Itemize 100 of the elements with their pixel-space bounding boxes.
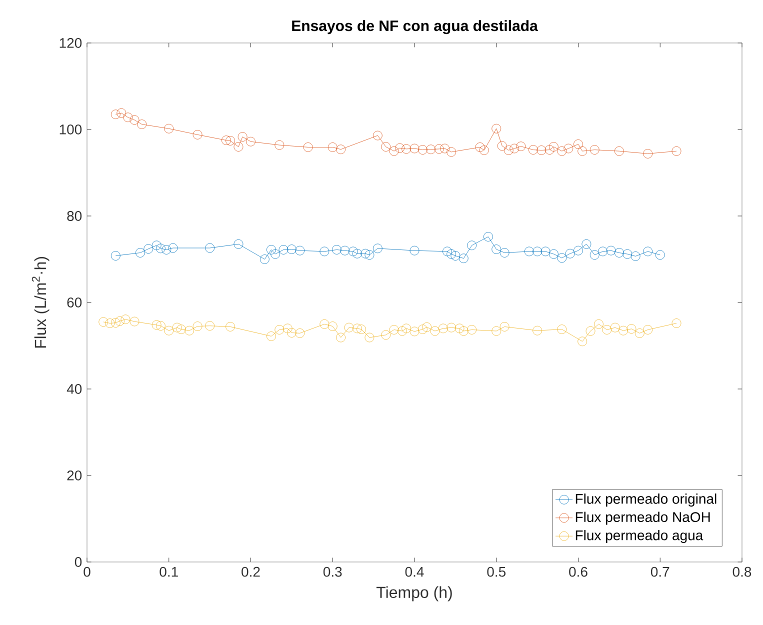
- point: [454, 324, 464, 334]
- point: [586, 326, 596, 336]
- point: [266, 332, 276, 341]
- point: [364, 332, 374, 342]
- point: [274, 325, 284, 334]
- point: [356, 324, 366, 334]
- point: [152, 240, 162, 250]
- point: [184, 326, 194, 336]
- point: [610, 322, 620, 332]
- point: [557, 253, 567, 263]
- point: [590, 145, 600, 155]
- point: [156, 321, 166, 331]
- point: [497, 141, 507, 151]
- point: [492, 326, 502, 336]
- x-tick-label: 0.2: [242, 566, 260, 577]
- point: [483, 232, 493, 242]
- point: [286, 328, 296, 338]
- point: [602, 325, 612, 334]
- point: [582, 239, 592, 249]
- point: [332, 245, 342, 254]
- point: [192, 322, 202, 331]
- point: [295, 328, 305, 338]
- y-tick-label: 0: [74, 557, 82, 567]
- point: [492, 124, 502, 134]
- point: [352, 248, 362, 258]
- point: [221, 136, 231, 145]
- point: [226, 322, 235, 332]
- point: [192, 130, 202, 140]
- point: [598, 246, 608, 256]
- point: [540, 246, 550, 256]
- legend-label: Flux permeado original: [576, 494, 716, 507]
- point: [274, 140, 284, 150]
- point: [594, 319, 604, 329]
- point: [618, 326, 628, 336]
- x-tick-label: 0.6: [569, 566, 588, 577]
- point: [446, 322, 456, 332]
- x-axis-title: Tiempo (h): [376, 586, 452, 602]
- point: [398, 326, 407, 336]
- point: [655, 250, 665, 260]
- legend-label: Flux permeado NaOH: [576, 512, 710, 525]
- y-tick-label: 100: [60, 124, 82, 134]
- point: [479, 146, 489, 155]
- point: [340, 246, 350, 256]
- point: [510, 144, 520, 154]
- point: [381, 330, 391, 340]
- point: [360, 248, 370, 258]
- point: [110, 251, 120, 260]
- point: [381, 142, 391, 152]
- y-tick-label: 20: [67, 470, 82, 480]
- point: [372, 244, 382, 254]
- point: [162, 245, 172, 254]
- x-tick-label: 0: [84, 566, 90, 577]
- y-tick-label: 120: [60, 38, 82, 48]
- point: [164, 326, 174, 336]
- point: [574, 246, 583, 256]
- x-tick-label: 0.1: [160, 566, 178, 577]
- point: [500, 322, 510, 332]
- point: [442, 246, 452, 256]
- point: [130, 115, 140, 125]
- point: [410, 246, 420, 256]
- y-tick-label: 60: [67, 298, 82, 308]
- point: [120, 314, 130, 324]
- point: [110, 318, 120, 328]
- point: [246, 136, 256, 146]
- point: [344, 322, 354, 332]
- point: [110, 110, 120, 120]
- point: [458, 326, 468, 336]
- point: [426, 144, 436, 154]
- point: [622, 249, 632, 259]
- point: [544, 145, 554, 155]
- point: [590, 250, 600, 260]
- chart-title: Ensayos de NF con agua destilada: [292, 20, 538, 34]
- point: [548, 249, 558, 259]
- point: [516, 142, 526, 152]
- point: [144, 244, 154, 254]
- x-tick-label: 0.8: [732, 566, 752, 577]
- point: [418, 324, 428, 334]
- x-tick-label: 0.3: [323, 566, 342, 577]
- point: [634, 328, 644, 338]
- y-axis-title: Flux (L/m$^{2}$·h): [32, 256, 50, 348]
- point: [98, 317, 108, 327]
- point: [348, 246, 358, 256]
- point: [410, 326, 420, 336]
- point: [389, 325, 399, 334]
- point: [492, 244, 502, 254]
- point: [626, 324, 636, 334]
- point: [557, 324, 567, 334]
- point: [336, 144, 346, 154]
- point: [282, 324, 292, 334]
- point: [643, 246, 653, 256]
- point: [410, 144, 420, 154]
- point: [614, 146, 624, 156]
- point: [430, 326, 440, 336]
- point: [574, 139, 583, 149]
- point: [116, 108, 126, 118]
- point: [532, 326, 542, 336]
- point: [172, 322, 182, 332]
- point: [438, 324, 448, 334]
- point: [137, 120, 147, 129]
- point: [364, 250, 374, 260]
